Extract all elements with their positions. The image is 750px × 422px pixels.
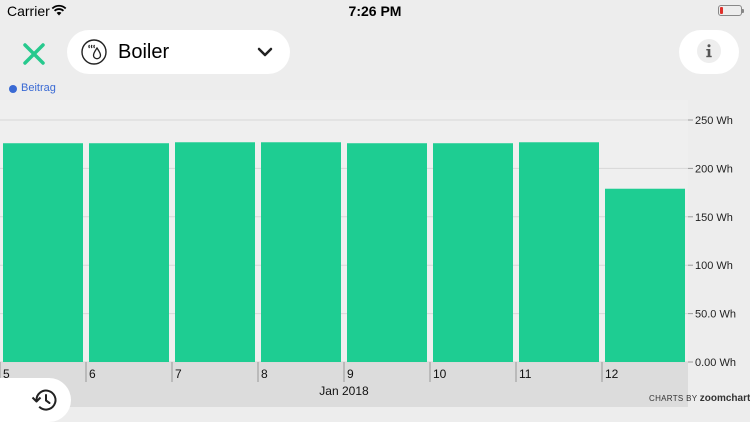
bar — [3, 143, 83, 362]
history-button[interactable] — [0, 378, 71, 422]
x-tick-label: 5 — [3, 367, 10, 381]
device-name: Boiler — [118, 41, 170, 63]
bar — [605, 188, 685, 362]
bar — [347, 143, 427, 362]
credit-brand: zoomcharts — [699, 393, 750, 404]
history-icon — [31, 389, 57, 411]
x-tick-label: 11 — [519, 367, 532, 381]
x-tick-label: 6 — [89, 367, 96, 381]
bar — [261, 142, 341, 362]
status-bar: Carrier 7:26 PM — [0, 0, 750, 22]
bar — [89, 143, 169, 362]
x-tick-label: 10 — [433, 367, 447, 381]
y-tick-label: 0.00 Wh — [695, 357, 736, 369]
carrier-label: Carrier — [7, 3, 50, 19]
chevron-down-icon — [257, 47, 273, 57]
x-axis-label: Jan 2018 — [319, 384, 369, 398]
y-tick-label: 100 Wh — [695, 260, 733, 272]
device-selector[interactable]: Boiler — [67, 30, 290, 74]
legend-label: Beitrag — [21, 82, 56, 94]
x-tick-label: 9 — [347, 367, 354, 381]
info-icon — [697, 39, 721, 63]
y-tick-label: 50.0 Wh — [695, 309, 736, 321]
x-tick-label: 8 — [261, 367, 268, 381]
y-tick-label: 250 Wh — [695, 115, 733, 127]
chart-credit[interactable]: CHARTS BY zoomcharts — [649, 393, 750, 404]
credit-prefix: CHARTS BY — [649, 394, 698, 403]
info-button[interactable] — [679, 30, 739, 74]
water-heater-icon — [81, 39, 107, 65]
legend-swatch — [9, 85, 17, 93]
x-tick-label: 12 — [605, 367, 619, 381]
y-tick-label: 150 Wh — [695, 212, 733, 224]
bar — [433, 143, 513, 362]
bar — [175, 142, 255, 362]
energy-bar-chart[interactable]: 0.00 Wh 50.0 Wh 100 Wh 150 Wh 200 Wh 250 Wh 5 6… — [0, 100, 750, 410]
x-tick-label: 7 — [175, 367, 182, 381]
wifi-icon — [51, 4, 67, 16]
battery-icon — [718, 5, 744, 16]
close-icon[interactable] — [18, 38, 50, 70]
y-tick-label: 200 Wh — [695, 163, 733, 175]
clock-time: 7:26 PM — [348, 3, 402, 19]
bar — [519, 142, 599, 362]
